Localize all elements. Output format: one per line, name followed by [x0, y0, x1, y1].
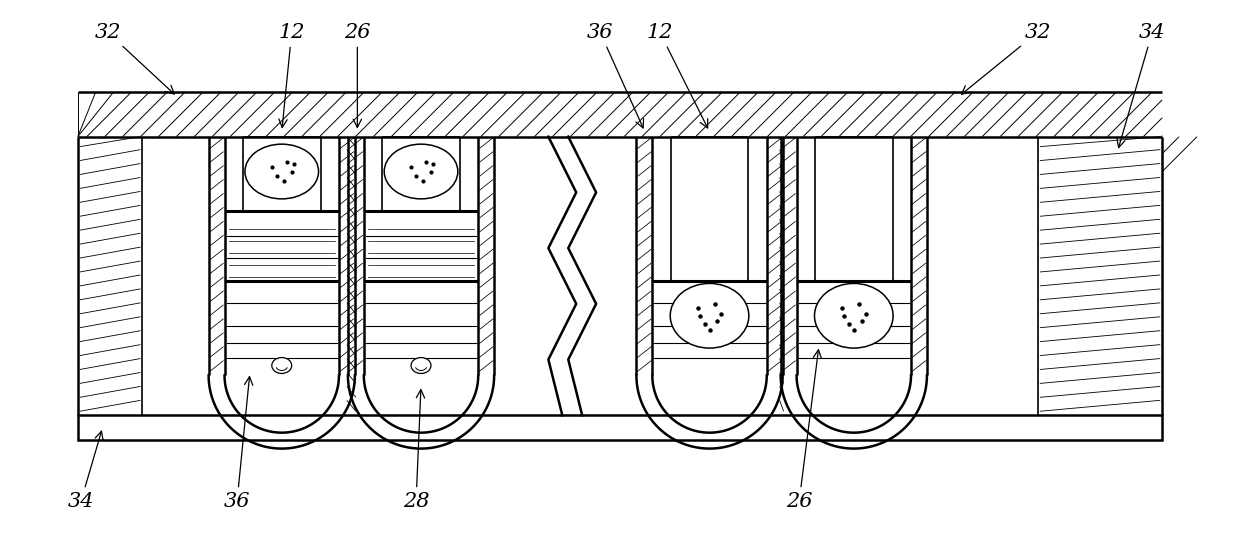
Text: 32: 32 — [961, 23, 1052, 94]
Text: 12: 12 — [279, 23, 305, 128]
Ellipse shape — [671, 283, 749, 348]
Ellipse shape — [384, 144, 458, 199]
Text: 36: 36 — [223, 377, 253, 511]
Ellipse shape — [246, 144, 319, 199]
Text: 26: 26 — [345, 23, 371, 128]
Bar — [78, 415, 1162, 440]
Text: 34: 34 — [1117, 23, 1166, 148]
Text: 12: 12 — [646, 23, 708, 128]
Text: 36: 36 — [587, 23, 644, 128]
Text: 26: 26 — [786, 349, 822, 511]
Text: 32: 32 — [94, 23, 175, 94]
Text: 34: 34 — [67, 431, 103, 511]
Text: 28: 28 — [403, 390, 429, 511]
Ellipse shape — [815, 283, 893, 348]
Ellipse shape — [272, 358, 291, 373]
Ellipse shape — [412, 358, 432, 373]
